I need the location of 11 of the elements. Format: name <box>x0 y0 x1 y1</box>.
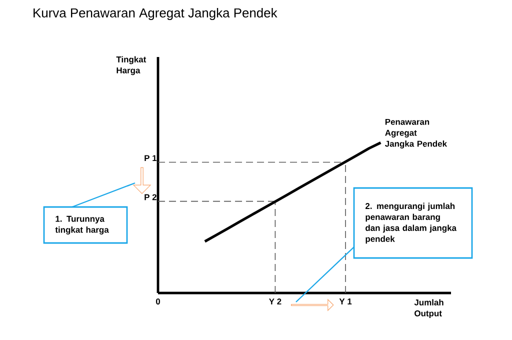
ref-line-label: P 2 <box>144 194 156 200</box>
x-tick-label: Y 1 <box>339 298 352 304</box>
annotation: 2. mengurangi jumlah penawaran barang dan jasa dalam jangka pendek <box>366 202 457 244</box>
text: 1. Turunnya tingkat harga <box>55 216 109 234</box>
x-tick-label: 0 <box>156 298 160 305</box>
chart-title: Kurva Penawaran Agregat Jangka Pendek <box>34 8 278 20</box>
text: Tingkat Harga <box>116 56 146 76</box>
x-axis-title: Jumlah Output <box>414 299 444 318</box>
ref-line-label: P 1 <box>144 155 157 162</box>
series-label: Penawaran Agregat Jangka Pendek <box>385 118 448 148</box>
x-tick-label: Y 2 <box>268 298 282 304</box>
